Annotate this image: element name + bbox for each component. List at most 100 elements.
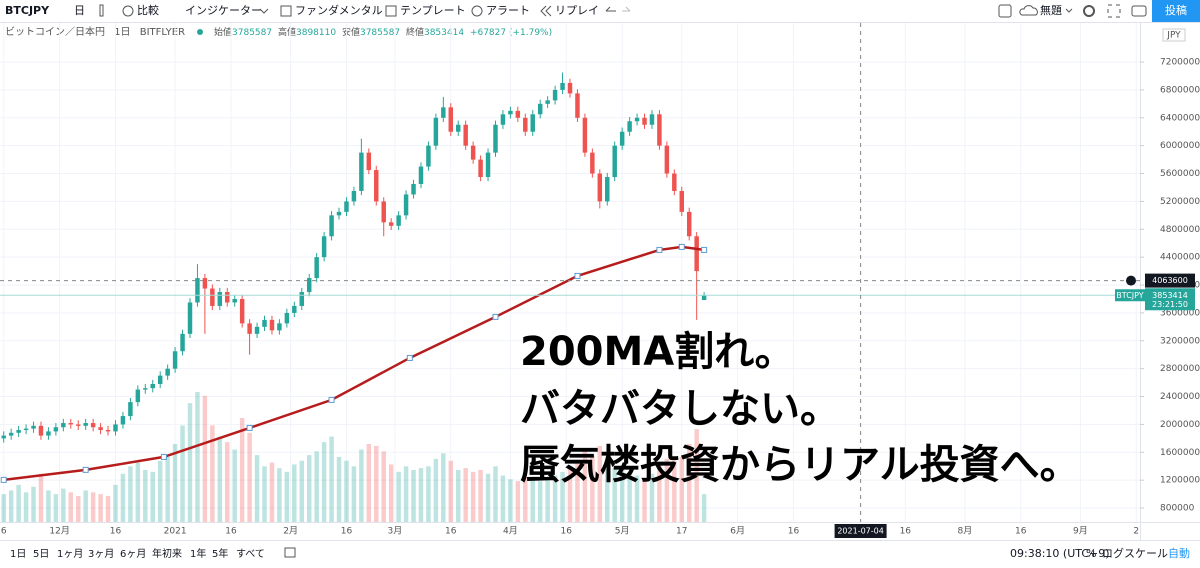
candle-body <box>299 292 304 306</box>
interval[interactable]: 日 <box>74 4 85 17</box>
chart-style-icon[interactable] <box>99 4 104 17</box>
layout-name[interactable]: 無題 <box>1040 3 1062 17</box>
candle-body <box>1 435 6 439</box>
screenshot-icon[interactable] <box>1131 5 1147 17</box>
candle-body <box>545 100 550 104</box>
volume-bar <box>232 449 237 522</box>
toolbar-item[interactable]: テンプレート <box>400 4 466 17</box>
candle-body <box>254 326 260 334</box>
volume-bar <box>567 468 573 522</box>
settings-icon[interactable] <box>1083 5 1095 17</box>
x-tick-label: 16 <box>110 527 122 537</box>
fullscreen-icon[interactable] <box>1107 4 1121 18</box>
candle-body <box>500 114 506 125</box>
alert-icon <box>471 5 483 17</box>
candle-body <box>493 124 498 153</box>
candle-body <box>262 319 267 327</box>
candle-body <box>351 190 357 202</box>
volume-bar <box>657 464 662 522</box>
candle-body <box>329 215 334 237</box>
range-button[interactable]: 1ヶ月 <box>57 548 83 560</box>
candle-body <box>411 183 416 195</box>
moving-average-point <box>0 476 7 483</box>
candle-body <box>634 117 640 122</box>
axes: JPY 800000120000016000002000000240000028… <box>0 23 1200 540</box>
volume-bar <box>508 479 513 522</box>
candle-body <box>98 427 103 431</box>
candle-body <box>575 93 580 118</box>
candle-body <box>381 201 386 223</box>
range-button[interactable]: 1年 <box>190 547 206 560</box>
toolbar-item[interactable]: インジケーター <box>185 4 262 17</box>
volume-bar <box>388 464 394 522</box>
volume-bar <box>46 490 51 522</box>
range-button[interactable]: 5年 <box>212 547 228 560</box>
volume-bar <box>582 449 588 522</box>
volume-bar <box>113 484 118 522</box>
candle-body <box>649 114 655 125</box>
plot-clip <box>0 72 708 522</box>
volume-bar <box>225 442 230 522</box>
legend-exchange: BITFLYER <box>140 27 185 38</box>
candle-body <box>686 211 692 237</box>
dropdown-icon[interactable] <box>259 8 269 14</box>
toolbar-item[interactable]: リプレイ <box>555 4 599 17</box>
candle-body <box>90 423 96 428</box>
candle-body <box>172 351 178 369</box>
volume-bar <box>53 494 59 522</box>
legend-interval: 1日 <box>114 27 130 38</box>
candle-body <box>128 402 133 417</box>
candle-body <box>388 222 394 226</box>
layout-icon[interactable] <box>998 4 1012 18</box>
candle-body <box>150 384 155 389</box>
x-tick-label: 8月 <box>958 526 973 537</box>
candle-body <box>694 236 699 272</box>
candle-body <box>701 295 707 300</box>
candle-body <box>202 278 208 289</box>
candle-body <box>321 236 327 258</box>
publish-button[interactable] <box>1152 0 1200 22</box>
candle-body <box>642 117 647 125</box>
moving-average-point <box>656 246 663 253</box>
publish-label[interactable]: 投稿 <box>1165 3 1187 17</box>
candle-body <box>16 430 21 433</box>
volume-bar <box>403 466 409 522</box>
volume-bar <box>262 466 267 522</box>
toolbar-item[interactable]: 比較 <box>137 3 159 17</box>
volume-bar <box>448 460 454 522</box>
range-button[interactable]: すべて <box>236 548 265 560</box>
x-tick-label: 16 <box>341 527 353 537</box>
y-tick-label: 6800000 <box>1160 85 1200 95</box>
candle-body <box>53 427 59 432</box>
redo-icon[interactable] <box>622 6 631 12</box>
range-button[interactable]: 3ヶ月 <box>88 548 114 560</box>
candle-body <box>605 177 610 202</box>
percent-toggle[interactable]: % <box>1086 547 1096 560</box>
candle-body <box>68 423 74 425</box>
range-button[interactable]: 6ヶ月 <box>120 548 146 560</box>
range-button[interactable]: 年初来 <box>152 547 182 560</box>
log-toggle[interactable]: ログスケール <box>1102 546 1168 560</box>
candle-body <box>441 107 446 118</box>
scale-unit: JPY <box>1166 31 1181 41</box>
dropdown-icon[interactable] <box>1065 8 1073 13</box>
undo-icon[interactable] <box>605 6 616 12</box>
legend: ビットコイン／日本円 1日 BITFLYER 始値3785587 高値38981… <box>5 25 552 38</box>
y-tick-label: 2800000 <box>1160 364 1200 374</box>
plot-area <box>0 23 1140 522</box>
date-range-icon[interactable] <box>284 547 296 558</box>
range-button[interactable]: 1日 <box>10 549 26 560</box>
range-button[interactable]: 5日 <box>33 549 49 560</box>
candle-body <box>8 432 14 436</box>
toolbar-item[interactable]: ファンダメンタル <box>295 3 383 17</box>
candle-body <box>105 430 111 432</box>
symbol[interactable]: BTCJPY <box>5 4 50 17</box>
x-tick-label: 16 <box>788 527 800 537</box>
toolbar-item[interactable]: アラート <box>486 4 530 17</box>
candle-body <box>187 302 193 334</box>
moving-average-point <box>678 243 685 250</box>
candle-body <box>165 368 170 376</box>
y-tick-label: 4800000 <box>1160 225 1200 235</box>
auto-toggle[interactable]: 自動 <box>1168 546 1190 560</box>
volume-bar <box>180 425 185 522</box>
